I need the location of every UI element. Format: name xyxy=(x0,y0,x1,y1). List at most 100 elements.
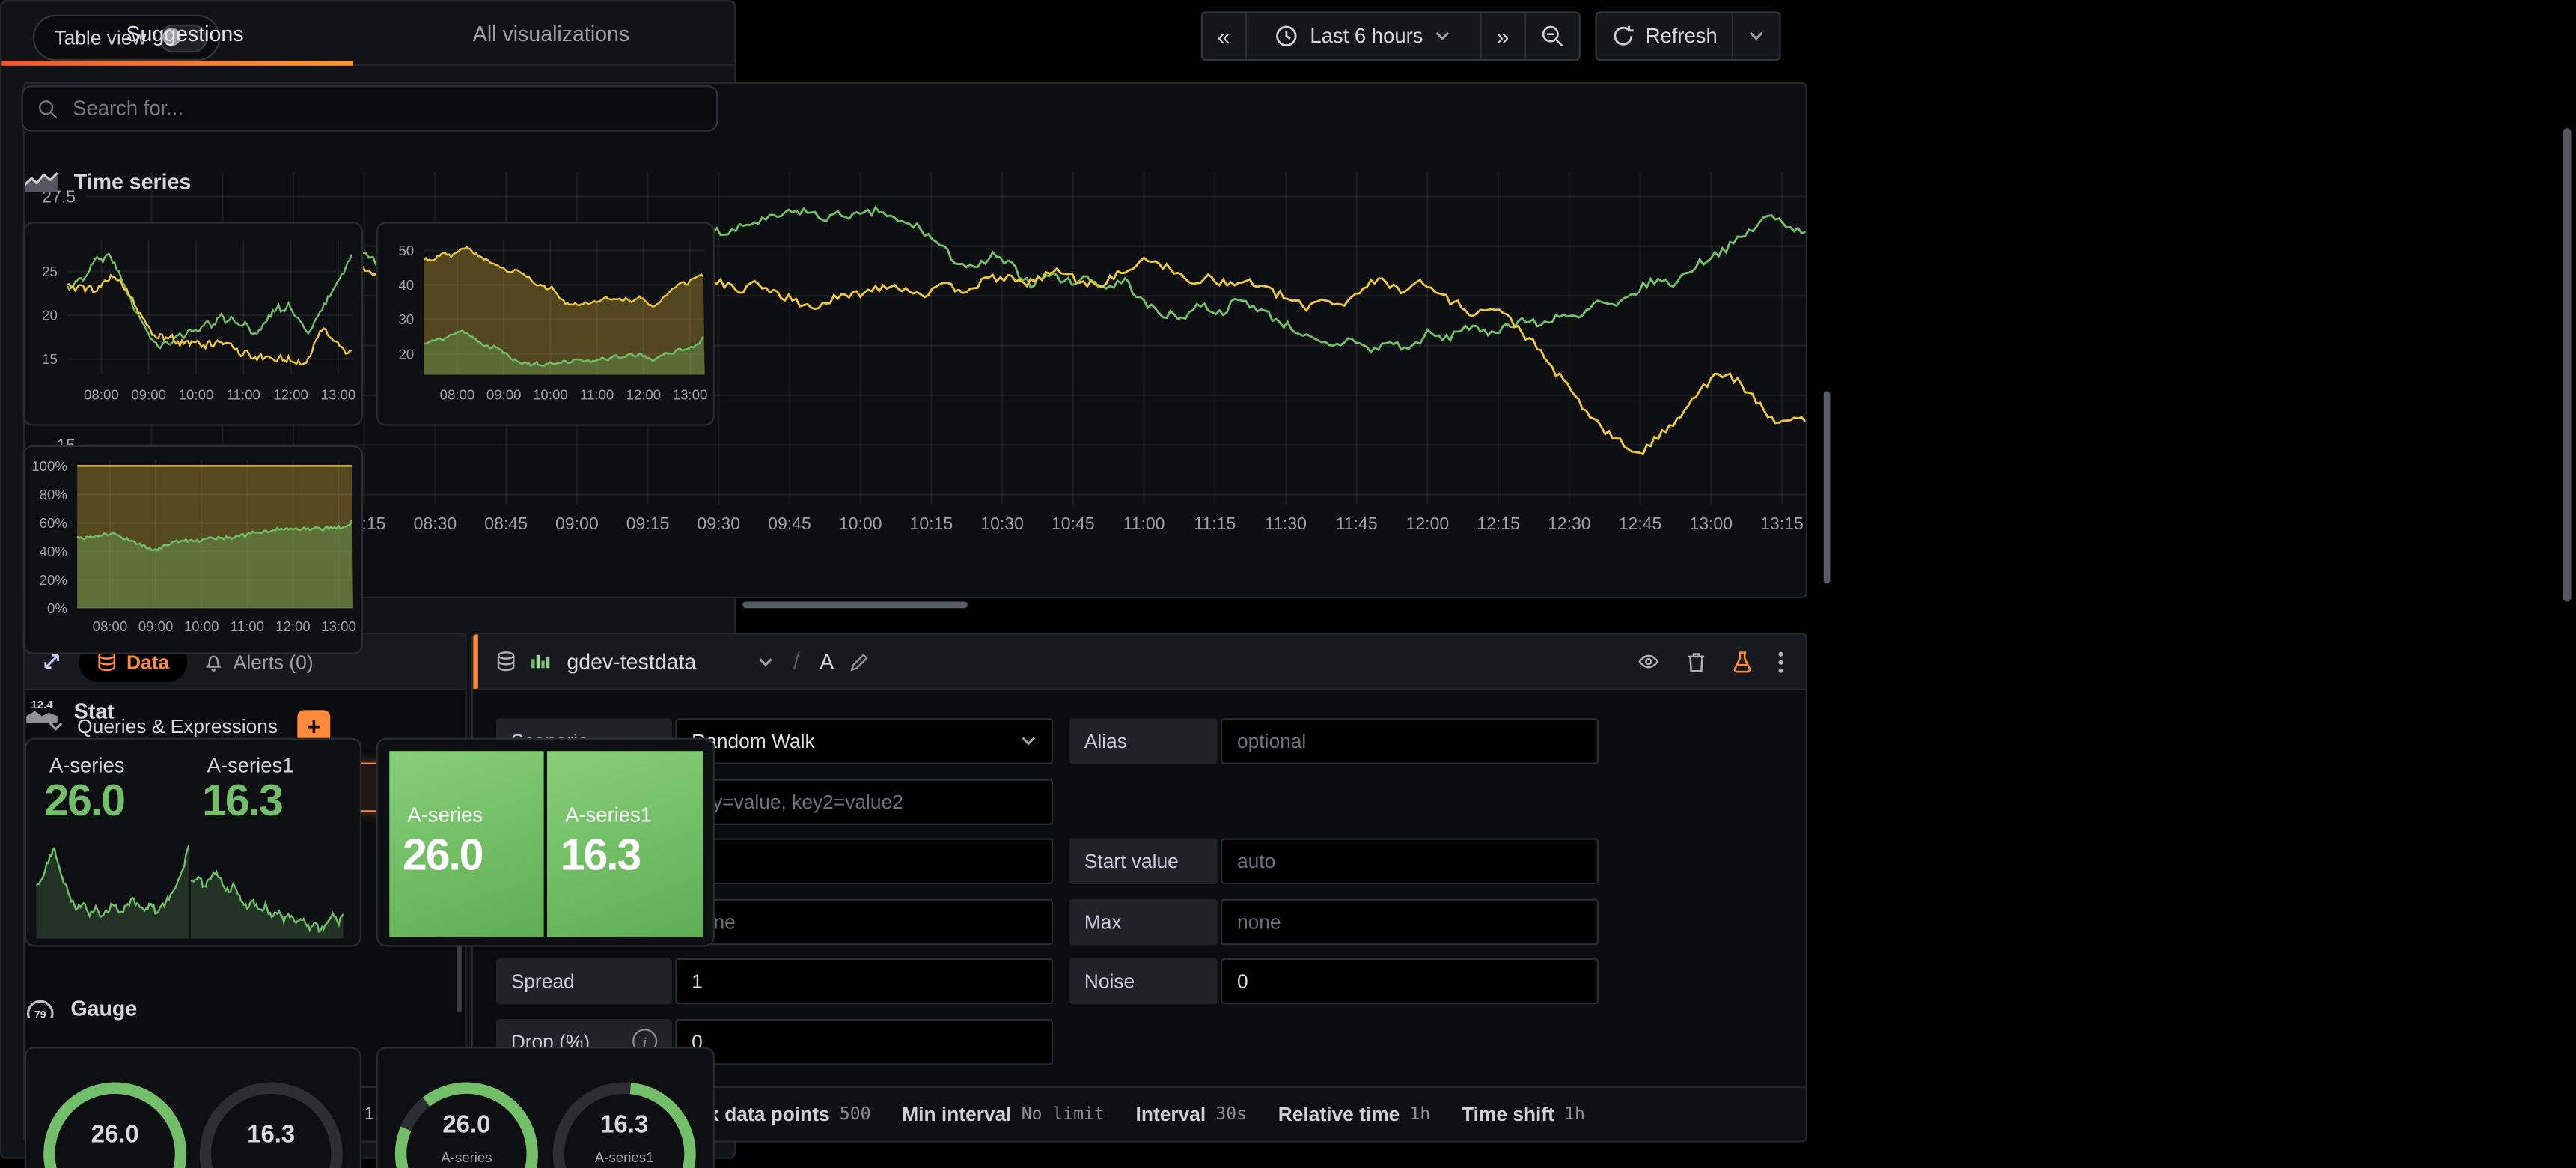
noise-field xyxy=(1221,958,1599,1004)
svg-text:08:30: 08:30 xyxy=(414,514,457,533)
trash-icon[interactable] xyxy=(1685,650,1707,673)
noise-input[interactable] xyxy=(1237,970,1582,993)
svg-text:50: 50 xyxy=(398,243,414,258)
svg-text:09:45: 09:45 xyxy=(768,514,811,533)
stat-icon: 12.4 xyxy=(25,697,59,725)
svg-text:15: 15 xyxy=(42,351,58,367)
svg-text:13:00: 13:00 xyxy=(321,386,356,402)
search-icon xyxy=(37,98,58,120)
suggestion-stat-sparkline[interactable]: A-series A-series1 26.0 16.3 xyxy=(25,738,361,947)
grafana-panel-editor: Table view « Last 6 hours » Refresh xyxy=(0,0,2576,1168)
time-range-label: Last 6 hours xyxy=(1310,25,1423,48)
edit-pane-scrollbar[interactable] xyxy=(1824,391,1831,583)
tab-all-visualizations[interactable]: All visualizations xyxy=(368,1,735,64)
svg-text:08:00: 08:00 xyxy=(93,618,128,634)
time-shift-back-button[interactable]: « xyxy=(1203,13,1247,59)
suggestion-gauge-2[interactable]: 26.0 A-series 16.3 A-series1 xyxy=(376,1047,715,1158)
svg-text:10:15: 10:15 xyxy=(910,514,953,533)
svg-text:20%: 20% xyxy=(40,572,67,588)
eye-icon[interactable] xyxy=(1636,651,1661,672)
svg-text:10:45: 10:45 xyxy=(1052,514,1095,533)
alias-field xyxy=(1221,718,1599,764)
max-field xyxy=(1221,898,1599,944)
section-gauge: 79 Gauge xyxy=(25,996,137,1021)
drop-percent-input[interactable] xyxy=(692,1029,1037,1053)
chevron-down-icon xyxy=(1435,30,1451,43)
stat-panel-a-series: A-series 26.0 xyxy=(389,751,543,937)
bar-chart-icon xyxy=(531,651,552,671)
svg-text:13:15: 13:15 xyxy=(1760,514,1804,533)
refresh-controls: Refresh xyxy=(1595,11,1782,61)
svg-text:13:00: 13:00 xyxy=(673,386,708,402)
scenario-select[interactable]: Random Walk xyxy=(675,718,1053,764)
svg-text:10:30: 10:30 xyxy=(980,514,1024,533)
min-input[interactable] xyxy=(692,910,1037,933)
query-ref-id: A xyxy=(820,649,834,674)
svg-text:0%: 0% xyxy=(47,600,67,616)
start-value-input[interactable] xyxy=(1237,850,1582,873)
refresh-button[interactable]: Refresh xyxy=(1596,13,1734,59)
option-time-shift: Time shift1h xyxy=(1462,1103,1585,1126)
svg-text:12:45: 12:45 xyxy=(1619,514,1662,533)
time-range-picker[interactable]: Last 6 hours xyxy=(1247,13,1482,59)
svg-text:13:00: 13:00 xyxy=(321,618,356,634)
svg-text:12:15: 12:15 xyxy=(1477,514,1520,533)
min-field xyxy=(675,898,1053,944)
svg-text:20: 20 xyxy=(42,308,58,323)
drop-percent-field xyxy=(675,1018,1053,1064)
spread-field xyxy=(675,958,1053,1004)
kebab-menu-icon[interactable] xyxy=(1777,650,1784,673)
picker-tabs: Suggestions All visualizations xyxy=(1,1,734,66)
section-stat: 12.4 Stat xyxy=(25,697,115,725)
svg-text:11:00: 11:00 xyxy=(227,386,260,402)
svg-text:12:00: 12:00 xyxy=(275,618,311,634)
svg-text:09:30: 09:30 xyxy=(697,514,740,533)
chevron-down-icon xyxy=(1020,734,1037,748)
flask-icon[interactable] xyxy=(1732,650,1754,673)
suggestion-time-series-stacked[interactable]: 5040302008:0009:0010:0011:0012:0013:00 xyxy=(376,222,715,425)
tab-suggestions[interactable]: Suggestions xyxy=(1,1,368,64)
svg-text:60%: 60% xyxy=(40,515,67,531)
chevron-down-icon[interactable] xyxy=(757,655,774,669)
svg-text:09:00: 09:00 xyxy=(138,618,174,634)
suggestion-stat-background[interactable]: A-series 26.0 A-series1 16.3 xyxy=(376,738,715,947)
svg-text:80%: 80% xyxy=(40,487,67,502)
alias-input[interactable] xyxy=(1237,730,1582,753)
active-tab-indicator xyxy=(1,61,353,66)
search-input[interactable] xyxy=(70,95,702,121)
noise-label: Noise xyxy=(1069,958,1218,1004)
stat-sparkline xyxy=(36,845,189,938)
query-accent-bar xyxy=(473,634,478,688)
datasource-picker[interactable]: gdev-testdata xyxy=(567,649,696,674)
zoom-out-time-button[interactable] xyxy=(1525,13,1578,59)
suggestion-time-series-percent[interactable]: 100%80%60%40%20%0%08:0009:0010:0011:0012… xyxy=(23,445,363,654)
chevron-down-icon xyxy=(1749,30,1765,43)
svg-text:11:15: 11:15 xyxy=(1194,514,1236,533)
spread-input[interactable] xyxy=(692,970,1037,993)
svg-text:10:00: 10:00 xyxy=(533,386,568,402)
magnifier-minus-icon xyxy=(1540,25,1563,48)
series-count-input[interactable] xyxy=(692,850,1037,873)
svg-text:12.4: 12.4 xyxy=(31,699,53,711)
svg-text:79: 79 xyxy=(34,1008,46,1020)
separator: / xyxy=(793,648,800,675)
svg-text:10:00: 10:00 xyxy=(184,618,219,634)
max-input[interactable] xyxy=(1237,910,1582,933)
suggestion-time-series-lines[interactable]: 25201508:0009:0010:0011:0012:0013:00 xyxy=(23,222,363,425)
svg-text:09:00: 09:00 xyxy=(555,514,599,533)
suggestion-gauge-1[interactable]: 26.0 16.3 xyxy=(25,1047,361,1158)
search-box[interactable] xyxy=(22,85,718,131)
pencil-icon[interactable] xyxy=(849,651,868,671)
labels-input[interactable] xyxy=(692,790,1037,813)
time-range-controls: « Last 6 hours » xyxy=(1201,11,1580,61)
time-shift-forward-button[interactable]: » xyxy=(1482,13,1526,59)
svg-text:09:00: 09:00 xyxy=(131,386,166,402)
svg-text:08:45: 08:45 xyxy=(484,514,528,533)
series-count-field xyxy=(675,839,1053,884)
svg-text:12:00: 12:00 xyxy=(626,386,661,402)
refresh-label: Refresh xyxy=(1646,25,1718,48)
gauge-icon: 79 xyxy=(25,996,56,1021)
refresh-interval-dropdown[interactable] xyxy=(1734,13,1780,59)
option-interval: Interval30s xyxy=(1136,1103,1248,1126)
horizontal-scrollbar[interactable] xyxy=(742,601,968,608)
